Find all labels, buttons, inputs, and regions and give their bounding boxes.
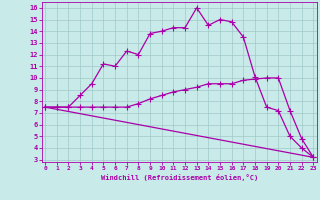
- X-axis label: Windchill (Refroidissement éolien,°C): Windchill (Refroidissement éolien,°C): [100, 174, 258, 181]
